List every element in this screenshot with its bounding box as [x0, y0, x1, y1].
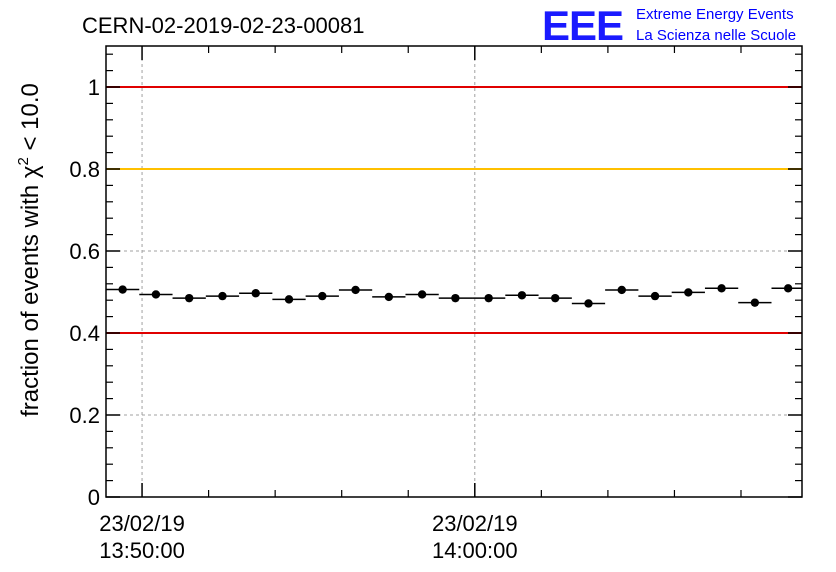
data-point [650, 291, 660, 301]
data-point [684, 288, 693, 297]
org-subtitle: La Scienza nelle Scuole [636, 27, 796, 44]
data-point [184, 293, 194, 303]
data-point [351, 285, 360, 295]
y-axis-label-chi: χ [17, 165, 44, 178]
x-tick-date: 23/02/19 [432, 511, 518, 536]
y-tick-labels: 0 0.2 0.4 0.6 0.8 1 [69, 75, 100, 510]
data-point [750, 298, 760, 307]
plot-frame [105, 45, 803, 498]
y-tick-label: 1 [88, 75, 100, 100]
y-axis-label-suffix: < 10.0 [17, 83, 44, 157]
y-tick-label: 0.8 [69, 157, 100, 182]
data-point [218, 291, 227, 301]
y-axis-label-superscript: 2 [15, 157, 32, 165]
data-point [417, 290, 427, 299]
data-point [118, 285, 127, 294]
run-title: CERN-02-2019-02-23-00081 [82, 13, 365, 38]
data-point [451, 293, 460, 303]
eee-logo: EEE [542, 2, 623, 49]
data-point [484, 293, 493, 303]
data-series [106, 284, 802, 308]
grid-lines [106, 46, 802, 497]
data-point [551, 293, 560, 303]
y-tick-label: 0.2 [69, 403, 100, 428]
data-point [151, 290, 161, 299]
x-tick-time: 13:50:00 [99, 538, 185, 563]
y-tick-label: 0 [88, 485, 100, 510]
data-point [318, 291, 327, 301]
reference-lines [106, 86, 802, 334]
x-tick-date: 23/02/19 [99, 511, 185, 536]
data-point [783, 284, 793, 293]
data-point [517, 291, 527, 300]
data-point [284, 295, 294, 304]
y-axis-label: fraction of events with χ2 < 10.0 [15, 83, 44, 417]
y-axis-label-prefix: fraction of events with [17, 178, 44, 417]
axis-ticks [106, 46, 802, 498]
org-name: Extreme Energy Events [636, 6, 794, 23]
y-tick-label: 0.6 [69, 239, 100, 264]
data-point [584, 299, 593, 308]
data-point [617, 285, 626, 295]
y-tick-label: 0.4 [69, 321, 100, 346]
data-point [251, 289, 260, 298]
x-tick-time: 14:00:00 [432, 538, 518, 563]
data-point [717, 284, 726, 293]
data-point [384, 292, 394, 302]
